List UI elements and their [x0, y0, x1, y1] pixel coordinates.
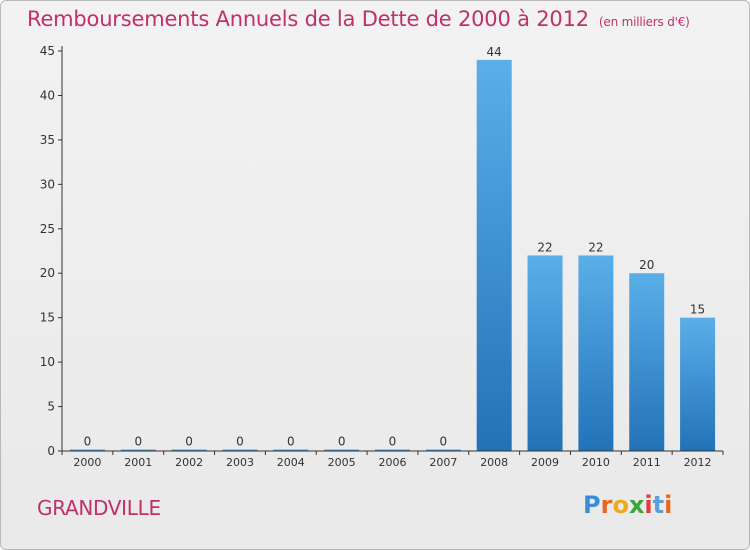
logo-letter: r: [600, 491, 613, 519]
data-label-2004: 0: [287, 435, 295, 449]
bar-2003: [222, 449, 258, 451]
x-tick-label-2006: 2006: [379, 456, 407, 469]
x-tick-label-2004: 2004: [277, 456, 305, 469]
y-tick-label-10: 10: [40, 355, 55, 369]
chart-title-unit: (en milliers d'€): [598, 15, 690, 29]
data-label-2011: 20: [639, 258, 654, 272]
x-tick-label-2007: 2007: [429, 456, 457, 469]
y-tick-label-0: 0: [47, 444, 55, 458]
logo-letter: i: [664, 491, 673, 519]
y-tick-label-20: 20: [40, 266, 55, 280]
y-tick-label-45: 45: [40, 44, 55, 58]
city-name: GRANDVILLE: [37, 496, 161, 520]
x-tick-label-2002: 2002: [175, 456, 203, 469]
data-label-2000: 0: [84, 435, 92, 449]
x-tick-label-2003: 2003: [226, 456, 254, 469]
data-label-2002: 0: [185, 435, 193, 449]
logo-letter: t: [652, 491, 665, 519]
y-tick-label-15: 15: [40, 311, 55, 325]
bar-2009: [527, 255, 563, 451]
x-tick-label-2008: 2008: [480, 456, 508, 469]
proxiti-logo[interactable]: Proxiti: [583, 491, 672, 519]
x-tick-label-2009: 2009: [531, 456, 559, 469]
bar-2002: [171, 449, 207, 451]
y-tick-label-30: 30: [40, 177, 55, 191]
chart-title-main: Remboursements Annuels de la Dette de 20…: [27, 7, 589, 31]
data-label-2003: 0: [236, 435, 244, 449]
y-tick-label-25: 25: [40, 222, 55, 236]
logo-letter: o: [612, 491, 629, 519]
logo-letter: P: [583, 491, 601, 519]
y-tick-label-35: 35: [40, 133, 55, 147]
chart-title: Remboursements Annuels de la Dette de 20…: [27, 7, 690, 31]
bar-2008: [476, 59, 512, 452]
x-tick-label-2005: 2005: [328, 456, 356, 469]
bar-2006: [375, 449, 410, 451]
data-label-2007: 0: [440, 435, 448, 449]
x-tick-label-2000: 2000: [73, 456, 101, 469]
x-tick-label-2010: 2010: [582, 456, 610, 469]
x-tick-label-2011: 2011: [633, 456, 661, 469]
bar-2010: [578, 255, 614, 451]
data-label-2006: 0: [389, 435, 397, 449]
y-tick-label-5: 5: [47, 400, 55, 414]
bar-2011: [629, 273, 665, 451]
bar-chart: 0 0 0 0 0 0 0 0 44 22 22 20 15 0 5 10 15 20 25 30 35 40 45 200…: [40, 44, 724, 469]
logo-letter: i: [644, 491, 653, 519]
data-label-2005: 0: [338, 435, 346, 449]
x-tick-label-2012: 2012: [684, 456, 712, 469]
bar-2012: [680, 317, 716, 451]
logo-letter: x: [628, 491, 645, 519]
data-label-2001: 0: [134, 435, 142, 449]
bar-2001: [120, 449, 156, 451]
data-label-2008: 44: [487, 45, 502, 59]
y-tick-label-40: 40: [40, 88, 55, 102]
data-label-2009: 22: [537, 240, 552, 254]
bar-2005: [324, 449, 360, 451]
data-label-2012: 15: [690, 303, 705, 317]
bar-2007: [425, 449, 461, 451]
x-tick-label-2001: 2001: [124, 456, 152, 469]
bar-2000: [69, 449, 105, 451]
bar-2004: [273, 449, 309, 451]
data-label-2010: 22: [588, 240, 603, 254]
